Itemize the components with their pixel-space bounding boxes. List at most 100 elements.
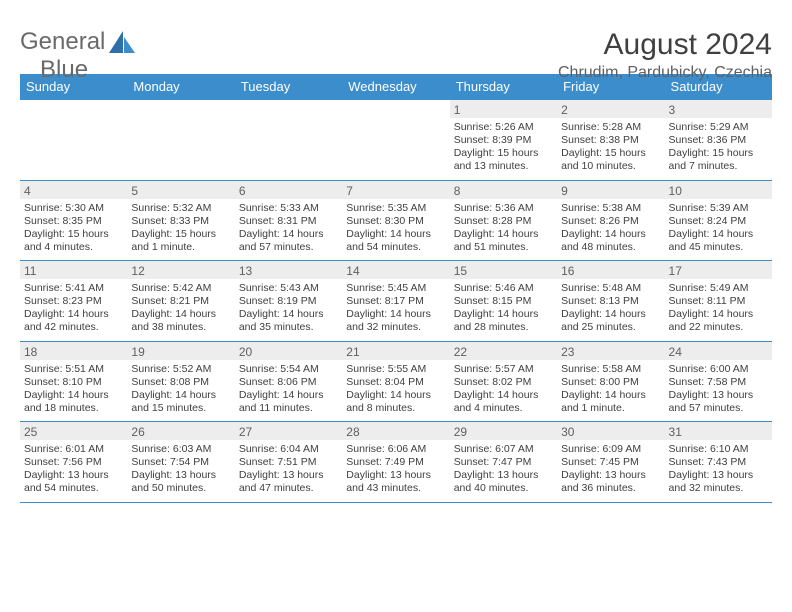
daylight-text: Daylight: 14 hours and 32 minutes.: [346, 308, 431, 333]
calendar-day-cell: 21Sunrise: 5:55 AMSunset: 8:04 PMDayligh…: [342, 341, 449, 422]
calendar-day-cell: 24 Sunrise: 6:00 AMSunset: 7:58 PMDayligh…: [665, 341, 772, 422]
sunrise-text: Sunrise: 5:39 AM: [669, 202, 749, 214]
sunset-text: Sunset: 8:33 PM: [131, 215, 209, 227]
calendar-day-cell: 23Sunrise: 5:58 AMSunset: 8:00 PMDayligh…: [557, 341, 664, 422]
daylight-text: Daylight: 14 hours and 15 minutes.: [131, 389, 216, 414]
day-body: Sunrise: 5:49 AMSunset: 8:11 PMDaylight:…: [665, 279, 772, 341]
calendar-day-cell: 28Sunrise: 6:06 AMSunset: 7:49 PMDayligh…: [342, 422, 449, 503]
sunset-text: Sunset: 7:47 PM: [454, 456, 532, 468]
daylight-text: Daylight: 14 hours and 22 minutes.: [669, 308, 754, 333]
calendar-day-cell: 15Sunrise: 5:46 AMSunset: 8:15 PMDayligh…: [450, 261, 557, 342]
day-body: Sunrise: 5:57 AMSunset: 8:02 PMDaylight:…: [450, 360, 557, 422]
day-number: 23: [557, 342, 664, 360]
calendar-day-cell: 26Sunrise: 6:03 AMSunset: 7:54 PMDayligh…: [127, 422, 234, 503]
calendar-day-cell: 27Sunrise: 6:04 AMSunset: 7:51 PMDayligh…: [235, 422, 342, 503]
sunrise-text: Sunrise: 5:36 AM: [454, 202, 534, 214]
calendar-week-row: 4Sunrise: 5:30 AMSunset: 8:35 PMDaylight…: [20, 180, 772, 261]
day-number: 22: [450, 342, 557, 360]
sunset-text: Sunset: 8:24 PM: [669, 215, 747, 227]
calendar-day-cell: 6Sunrise: 5:33 AMSunset: 8:31 PMDaylight…: [235, 180, 342, 261]
daylight-text: Daylight: 14 hours and 45 minutes.: [669, 228, 754, 253]
daylight-text: Daylight: 14 hours and 8 minutes.: [346, 389, 431, 414]
daylight-text: Daylight: 14 hours and 18 minutes.: [24, 389, 109, 414]
calendar-day-cell: 12Sunrise: 5:42 AMSunset: 8:21 PMDayligh…: [127, 261, 234, 342]
sunrise-text: Sunrise: 6:00 AM: [669, 363, 749, 375]
day-number: [235, 100, 342, 118]
day-number: 10: [665, 181, 772, 199]
sunrise-text: Sunrise: 5:35 AM: [346, 202, 426, 214]
day-number: 25: [20, 422, 127, 440]
calendar-week-row: 11Sunrise: 5:41 AMSunset: 8:23 PMDayligh…: [20, 261, 772, 342]
day-number: 7: [342, 181, 449, 199]
sunset-text: Sunset: 7:43 PM: [669, 456, 747, 468]
day-body: Sunrise: 5:46 AMSunset: 8:15 PMDaylight:…: [450, 279, 557, 341]
day-number: 13: [235, 261, 342, 279]
day-number: 30: [557, 422, 664, 440]
month-title: August 2024: [558, 28, 772, 62]
day-body: Sunrise: 5:58 AMSunset: 8:00 PMDaylight:…: [557, 360, 664, 422]
calendar-week-row: 25Sunrise: 6:01 AMSunset: 7:56 PMDayligh…: [20, 422, 772, 503]
day-number: 3: [665, 100, 772, 118]
day-number: 4: [20, 181, 127, 199]
daylight-text: Daylight: 15 hours and 10 minutes.: [561, 147, 646, 172]
sunset-text: Sunset: 8:26 PM: [561, 215, 639, 227]
daylight-text: Daylight: 14 hours and 57 minutes.: [239, 228, 324, 253]
sunrise-text: Sunrise: 5:38 AM: [561, 202, 641, 214]
day-number: 15: [450, 261, 557, 279]
daylight-text: Daylight: 14 hours and 35 minutes.: [239, 308, 324, 333]
sunset-text: Sunset: 8:31 PM: [239, 215, 317, 227]
sunrise-text: Sunrise: 6:06 AM: [346, 443, 426, 455]
sunset-text: Sunset: 7:58 PM: [669, 376, 747, 388]
day-body: Sunrise: 6:09 AMSunset: 7:45 PMDaylight:…: [557, 440, 664, 502]
day-body: Sunrise: 6:10 AMSunset: 7:43 PMDaylight:…: [665, 440, 772, 502]
sunset-text: Sunset: 8:35 PM: [24, 215, 102, 227]
logo-text-general: General: [20, 28, 105, 56]
daylight-text: Daylight: 13 hours and 57 minutes.: [669, 389, 754, 414]
day-body: Sunrise: 5:26 AMSunset: 8:39 PMDaylight:…: [450, 118, 557, 180]
sunset-text: Sunset: 7:49 PM: [346, 456, 424, 468]
daylight-text: Daylight: 15 hours and 4 minutes.: [24, 228, 109, 253]
sunrise-text: Sunrise: 5:48 AM: [561, 282, 641, 294]
day-number: 9: [557, 181, 664, 199]
sunset-text: Sunset: 8:30 PM: [346, 215, 424, 227]
sunset-text: Sunset: 8:13 PM: [561, 295, 639, 307]
day-number: 12: [127, 261, 234, 279]
day-number: 14: [342, 261, 449, 279]
day-number: 20: [235, 342, 342, 360]
sunrise-text: Sunrise: 5:28 AM: [561, 121, 641, 133]
calendar-day-cell: 20Sunrise: 5:54 AMSunset: 8:06 PMDayligh…: [235, 341, 342, 422]
sunset-text: Sunset: 8:19 PM: [239, 295, 317, 307]
sunrise-text: Sunrise: 5:55 AM: [346, 363, 426, 375]
sunset-text: Sunset: 8:23 PM: [24, 295, 102, 307]
sunrise-text: Sunrise: 6:07 AM: [454, 443, 534, 455]
weekday-header: Thursday: [450, 74, 557, 100]
calendar-day-cell: [127, 100, 234, 181]
sunrise-text: Sunrise: 6:04 AM: [239, 443, 319, 455]
calendar-day-cell: 16Sunrise: 5:48 AMSunset: 8:13 PMDayligh…: [557, 261, 664, 342]
day-body: [20, 118, 127, 174]
weekday-header: Wednesday: [342, 74, 449, 100]
day-number: 29: [450, 422, 557, 440]
day-body: [235, 118, 342, 174]
sunrise-text: Sunrise: 6:10 AM: [669, 443, 749, 455]
calendar-day-cell: 2Sunrise: 5:28 AMSunset: 8:38 PMDaylight…: [557, 100, 664, 181]
sunset-text: Sunset: 8:36 PM: [669, 134, 747, 146]
day-number: 31: [665, 422, 772, 440]
day-number: 24: [665, 342, 772, 360]
daylight-text: Daylight: 14 hours and 51 minutes.: [454, 228, 539, 253]
day-number: [127, 100, 234, 118]
daylight-text: Daylight: 13 hours and 47 minutes.: [239, 469, 324, 494]
day-number: 17: [665, 261, 772, 279]
sunset-text: Sunset: 8:39 PM: [454, 134, 532, 146]
sunrise-text: Sunrise: 5:42 AM: [131, 282, 211, 294]
calendar-day-cell: 8Sunrise: 5:36 AMSunset: 8:28 PMDaylight…: [450, 180, 557, 261]
daylight-text: Daylight: 14 hours and 25 minutes.: [561, 308, 646, 333]
calendar-day-cell: 17Sunrise: 5:49 AMSunset: 8:11 PMDayligh…: [665, 261, 772, 342]
calendar-table: Sunday Monday Tuesday Wednesday Thursday…: [20, 74, 772, 503]
sunset-text: Sunset: 7:51 PM: [239, 456, 317, 468]
day-body: Sunrise: 6:06 AMSunset: 7:49 PMDaylight:…: [342, 440, 449, 502]
day-body: [342, 118, 449, 174]
day-body: Sunrise: 5:39 AMSunset: 8:24 PMDaylight:…: [665, 199, 772, 261]
day-body: Sunrise: 5:43 AMSunset: 8:19 PMDaylight:…: [235, 279, 342, 341]
day-body: Sunrise: 5:30 AMSunset: 8:35 PMDaylight:…: [20, 199, 127, 261]
